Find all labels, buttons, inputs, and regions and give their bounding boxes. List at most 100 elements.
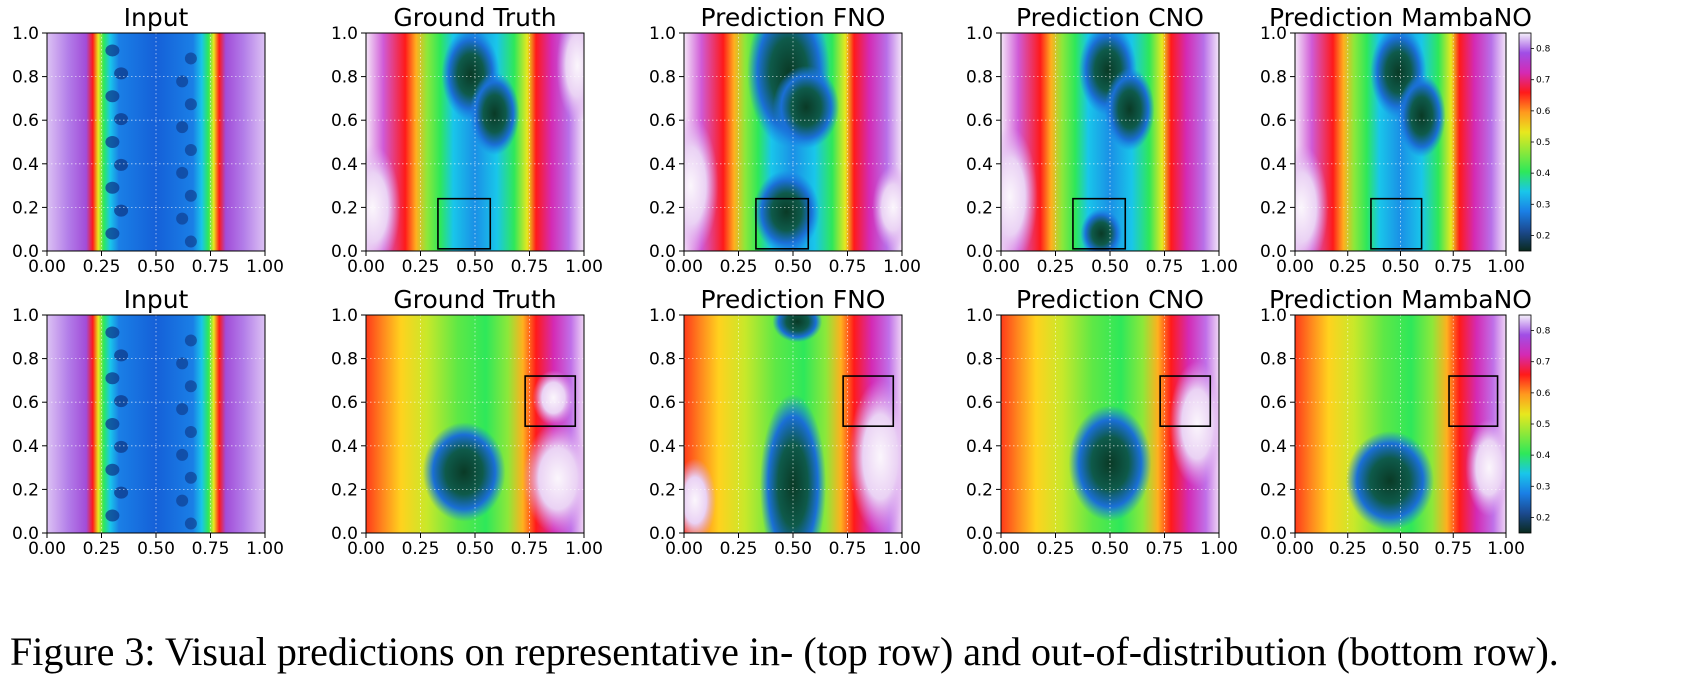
x-tick-label: 0.25 bbox=[83, 539, 121, 559]
x-tick-label: 0.75 bbox=[829, 539, 867, 559]
figure-caption: Figure 3: Visual predictions on represen… bbox=[10, 629, 1559, 674]
y-tick-label: 0.2 bbox=[966, 198, 993, 218]
y-tick-label: 1.0 bbox=[649, 306, 676, 326]
heatmap-panel: 0.00 0.25 0.50 0.75 1.000.00.20.40.60.81.0Pr… bbox=[649, 285, 921, 559]
heatmap-panel: 0.00 0.25 0.50 0.75 1.000.00.20.40.60.81.0Pr… bbox=[649, 3, 921, 277]
panel-title: Prediction FNO bbox=[701, 3, 886, 32]
y-tick-label: 0.0 bbox=[1260, 524, 1287, 544]
colorbar-tick-label: 0.2 bbox=[1536, 513, 1550, 523]
x-tick-label: 0.00 bbox=[665, 257, 703, 277]
panel-title: Prediction FNO bbox=[701, 285, 886, 314]
x-tick-label: 0.75 bbox=[1434, 257, 1472, 277]
y-tick-label: 0.8 bbox=[12, 68, 39, 88]
y-tick-label: 1.0 bbox=[12, 24, 39, 44]
y-tick-label: 0.0 bbox=[331, 524, 358, 544]
y-tick-label: 0.6 bbox=[331, 111, 358, 131]
y-tick-label: 0.6 bbox=[1260, 111, 1287, 131]
y-tick-label: 0.0 bbox=[966, 242, 993, 262]
y-tick-label: 0.6 bbox=[966, 393, 993, 413]
y-tick-label: 1.0 bbox=[966, 24, 993, 44]
y-tick-label: 0.0 bbox=[1260, 242, 1287, 262]
x-tick-label: 0.50 bbox=[456, 257, 494, 277]
colorbar-tick-label: 0.5 bbox=[1536, 138, 1550, 148]
x-tick-label: 0.75 bbox=[511, 257, 549, 277]
y-tick-label: 1.0 bbox=[331, 306, 358, 326]
y-tick-label: 0.8 bbox=[331, 68, 358, 88]
highlight-box bbox=[842, 375, 895, 427]
x-tick-label: 0.00 bbox=[1276, 257, 1314, 277]
x-tick-label: 0.50 bbox=[1382, 539, 1420, 559]
x-tick-label: 0.00 bbox=[665, 539, 703, 559]
highlight-box bbox=[755, 197, 810, 250]
x-tick-label: 0.00 bbox=[982, 539, 1020, 559]
highlight-box bbox=[1448, 375, 1499, 427]
x-tick-label: 1.00 bbox=[883, 539, 921, 559]
heatmap-panel: 0.00 0.25 0.50 0.75 1.000.00.20.40.60.81.0Pr… bbox=[966, 3, 1238, 277]
y-tick-label: 0.4 bbox=[649, 437, 676, 457]
heatmap-panel: 0.00 0.25 0.50 0.75 1.000.00.20.40.60.81.0Pr… bbox=[966, 285, 1238, 559]
heatmap-panel: 0.00 0.25 0.50 0.75 1.000.00.20.40.60.81.0Pr… bbox=[1260, 3, 1532, 277]
y-tick-label: 0.6 bbox=[966, 111, 993, 131]
x-tick-label: 0.25 bbox=[720, 257, 758, 277]
y-tick-label: 0.2 bbox=[1260, 198, 1287, 218]
colorbar: 0.2 0.3 0.4 0.5 0.6 0.7 0.8 bbox=[1518, 32, 1551, 252]
x-tick-label: 1.00 bbox=[565, 539, 603, 559]
x-tick-label: 1.00 bbox=[565, 257, 603, 277]
colorbar-tick-label: 0.4 bbox=[1536, 451, 1551, 461]
x-tick-label: 0.00 bbox=[982, 257, 1020, 277]
highlight-box bbox=[1072, 197, 1127, 250]
highlight-box bbox=[437, 197, 492, 250]
y-tick-label: 0.2 bbox=[966, 480, 993, 500]
x-tick-label: 1.00 bbox=[883, 257, 921, 277]
y-tick-label: 0.4 bbox=[12, 437, 39, 457]
y-tick-label: 0.2 bbox=[331, 198, 358, 218]
y-tick-label: 0.2 bbox=[12, 480, 39, 500]
y-tick-label: 0.6 bbox=[12, 111, 39, 131]
x-tick-label: 0.75 bbox=[511, 539, 549, 559]
y-tick-label: 0.4 bbox=[331, 155, 358, 175]
panel-title: Ground Truth bbox=[393, 3, 556, 32]
x-tick-label: 0.25 bbox=[1037, 539, 1075, 559]
y-tick-label: 0.0 bbox=[12, 242, 39, 262]
y-tick-label: 0.6 bbox=[331, 393, 358, 413]
x-tick-label: 1.00 bbox=[246, 257, 284, 277]
panel-title: Input bbox=[124, 3, 189, 32]
colorbar-tick-label: 0.6 bbox=[1536, 107, 1551, 117]
x-tick-label: 0.75 bbox=[1146, 539, 1184, 559]
y-tick-label: 0.2 bbox=[1260, 480, 1287, 500]
heatmap-field bbox=[1295, 33, 1506, 251]
x-tick-label: 1.00 bbox=[1487, 257, 1525, 277]
y-tick-label: 1.0 bbox=[331, 24, 358, 44]
x-tick-label: 0.50 bbox=[137, 257, 175, 277]
y-tick-label: 0.8 bbox=[649, 68, 676, 88]
y-tick-label: 1.0 bbox=[1260, 24, 1287, 44]
y-tick-label: 0.4 bbox=[649, 155, 676, 175]
y-tick-label: 0.4 bbox=[1260, 437, 1287, 457]
y-tick-label: 0.6 bbox=[649, 393, 676, 413]
y-tick-label: 0.2 bbox=[331, 480, 358, 500]
x-tick-label: 0.25 bbox=[402, 257, 440, 277]
panel-title: Prediction CNO bbox=[1016, 285, 1204, 314]
heatmap-field bbox=[1295, 315, 1506, 533]
y-tick-label: 0.8 bbox=[331, 350, 358, 370]
panel-grid: 0.00 0.25 0.50 0.75 1.00 0.0 0.2 0.4 0.6 0.8 1.0 In… bbox=[12, 3, 1551, 559]
colorbar-tick-label: 0.7 bbox=[1536, 76, 1550, 86]
heatmap-panel: 0.00 0.25 0.50 0.75 1.00 0.0 0.2 0.4 0.6 0.8 1.0 In… bbox=[12, 3, 284, 277]
x-tick-label: 0.50 bbox=[456, 539, 494, 559]
y-tick-label: 0.6 bbox=[12, 393, 39, 413]
y-tick-label: 1.0 bbox=[1260, 306, 1287, 326]
y-tick-label: 0.8 bbox=[1260, 68, 1287, 88]
colorbar-tick-label: 0.7 bbox=[1536, 358, 1550, 368]
colorbar-tick-label: 0.6 bbox=[1536, 389, 1551, 399]
x-tick-label: 0.25 bbox=[83, 257, 121, 277]
x-tick-label: 0.00 bbox=[347, 257, 385, 277]
panel-title: Prediction MambaNO bbox=[1269, 285, 1532, 314]
x-tick-label: 1.00 bbox=[1200, 539, 1238, 559]
y-tick-label: 0.4 bbox=[12, 155, 39, 175]
x-tick-label: 0.75 bbox=[192, 539, 230, 559]
colorbar-tick-label: 0.3 bbox=[1536, 482, 1550, 492]
y-tick-label: 0.6 bbox=[1260, 393, 1287, 413]
x-tick-label: 0.25 bbox=[720, 539, 758, 559]
x-tick-label: 0.75 bbox=[829, 257, 867, 277]
y-tick-label: 0.0 bbox=[649, 242, 676, 262]
